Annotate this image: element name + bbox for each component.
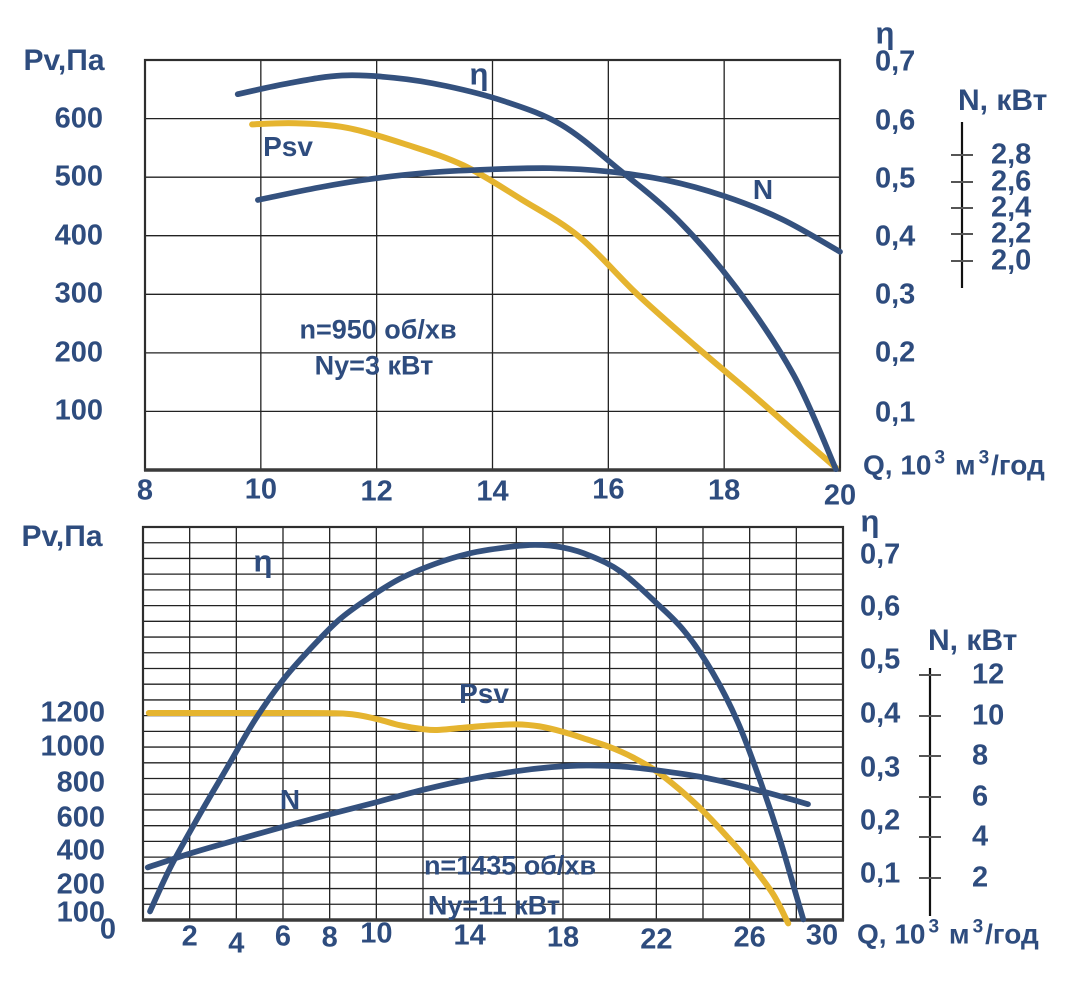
q-label-base: /год: [991, 449, 1045, 481]
pv-tick-label: 100: [54, 394, 103, 427]
bottom-annotation-power: Ny=11 кВт: [427, 890, 561, 921]
eta-tick-label: 0,5: [875, 162, 916, 195]
n-curve: [144, 762, 811, 871]
psv-curve: [145, 709, 792, 927]
eta-curve: [234, 72, 839, 473]
x-tick-label: 18: [546, 921, 580, 954]
pv-tick-label: 100: [56, 896, 105, 929]
eta-tick-label: 0,3: [860, 751, 901, 784]
pv-tick-label: 200: [56, 868, 105, 901]
q-label-sup: 3: [928, 916, 940, 938]
x-tick-label: 8: [136, 474, 154, 507]
q-label-base: м: [947, 449, 976, 481]
pv-tick-label: 800: [56, 766, 105, 799]
q-label-sup: 3: [972, 916, 984, 938]
eta-tick-label: 0,2: [860, 804, 901, 837]
q-label-base: Q, 10: [863, 449, 932, 481]
bottom-eta-curve-label: η: [253, 543, 273, 579]
bottom-pv-axis-title: Pv,Па: [21, 520, 103, 553]
n-tick-label: 10: [972, 699, 1005, 732]
eta-tick-label: 0,7: [860, 538, 901, 571]
x-tick-label: 26: [733, 921, 766, 954]
eta-tick-label: 0,4: [875, 220, 916, 253]
psv-curve: [249, 120, 839, 471]
x-tick-label: 10: [244, 473, 277, 506]
pv-tick-label: 1000: [40, 730, 105, 763]
x-tick-label: 2: [181, 920, 198, 953]
x-tick-label: 10: [360, 917, 393, 950]
x-tick-label: 18: [708, 474, 741, 507]
top-psv-curve-label: Psv: [263, 131, 313, 162]
n-tick-label: 6: [972, 780, 989, 813]
q-label-sup: 3: [934, 447, 946, 469]
pv-tick-label: 600: [54, 102, 103, 135]
bottom-n-axis-title: N, кВт: [928, 624, 1018, 657]
top-q-axis-title: Q, 10 3 м 3/год: [863, 449, 1045, 480]
eta-tick-label: 0,1: [860, 857, 901, 890]
q-label-sup: 3: [978, 447, 990, 469]
eta-tick-label: 0,2: [875, 336, 916, 369]
eta-tick-label: 0,7: [875, 45, 916, 78]
top-n-curve-label: N: [752, 174, 774, 205]
eta-tick-label: 0,4: [860, 697, 901, 730]
x-tick-label: 20: [823, 479, 857, 512]
n-tick-label: 2,2: [991, 217, 1032, 250]
q-label-base: /год: [985, 918, 1039, 950]
pv-tick-label: 200: [54, 336, 103, 369]
n-tick-label: 2,8: [991, 138, 1032, 171]
top-annotation-power: Ny=3 кВт: [314, 350, 434, 381]
x-tick-label: 8: [321, 921, 338, 954]
n-tick-label: 2: [972, 861, 989, 894]
x-tick-label: 6: [274, 920, 292, 953]
x-tick-label: 16: [592, 473, 625, 506]
n-tick-label: 2,0: [991, 244, 1032, 277]
eta-tick-label: 0,6: [875, 104, 916, 137]
pv-tick-label: 400: [56, 834, 105, 867]
pv-tick-label: 600: [56, 801, 105, 834]
x-tick-label: 14: [476, 475, 509, 508]
n-tick-label: 12: [972, 658, 1005, 691]
x-tick-label: 4: [228, 927, 245, 960]
bottom-q-axis-title: Q, 10 3 м 3/год: [857, 918, 1039, 949]
x-tick-label: 12: [360, 475, 393, 508]
top-annotation-speed: n=950 об/хв: [299, 314, 457, 345]
x-tick-label: 14: [453, 919, 486, 952]
top-n-axis-title: N, кВт: [958, 84, 1048, 117]
bottom-annotation-speed: n=1435 об/хв: [423, 850, 597, 881]
pv-tick-label: 500: [54, 160, 103, 193]
eta-tick-label: 0,6: [860, 590, 901, 623]
top-pv-axis-title: Pv,Па: [23, 44, 105, 77]
eta-curve: [147, 542, 807, 923]
top-eta-curve-label: η: [469, 56, 489, 92]
x-tick-label: 30: [805, 919, 839, 952]
bottom-psv-curve-label: Psv: [459, 678, 509, 709]
n-tick-label: 2,6: [991, 165, 1032, 198]
q-label-base: Q, 10: [857, 918, 926, 950]
n-tick-label: 2,4: [991, 191, 1032, 224]
n-tick-label: 8: [972, 739, 989, 772]
eta-tick-label: 0,5: [860, 643, 901, 676]
pv-tick-label: 400: [54, 219, 103, 252]
pv-tick-label: 1200: [40, 696, 105, 729]
n-curve: [255, 165, 843, 255]
x-tick-label: 22: [640, 923, 673, 956]
n-tick-label: 4: [972, 820, 989, 853]
eta-tick-label: 0,3: [875, 278, 916, 311]
eta-tick-label: 0,1: [875, 396, 916, 429]
pv-tick-label: 300: [54, 277, 103, 310]
bottom-eta-axis-title: η: [860, 503, 880, 539]
x-tick-label: 0: [99, 913, 117, 946]
bottom-n-curve-label: N: [279, 784, 301, 815]
top-eta-axis-title: η: [875, 15, 895, 51]
q-label-base: м: [941, 918, 970, 950]
